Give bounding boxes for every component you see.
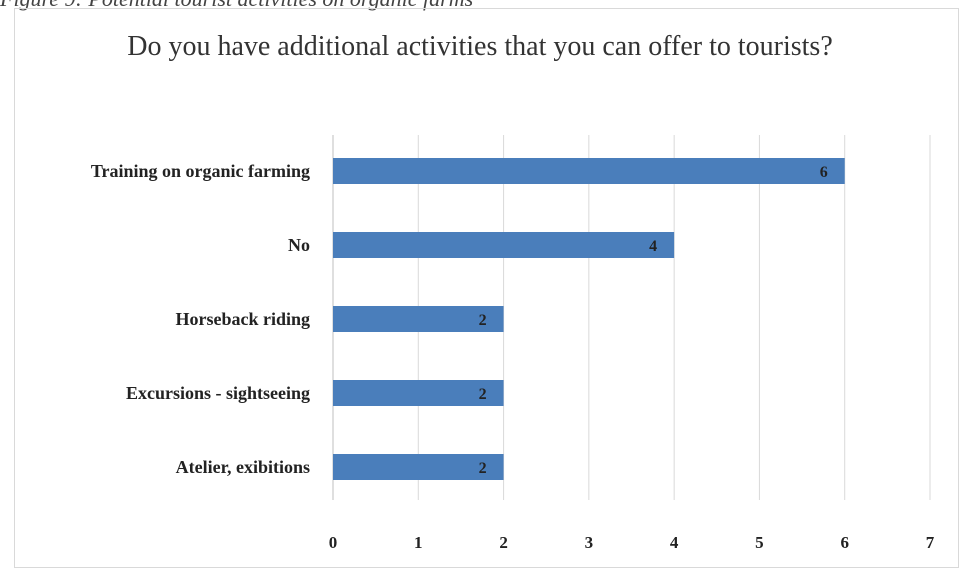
data-label-2: 2 — [479, 312, 487, 329]
bar-4 — [333, 454, 504, 480]
chart-title: Do you have additional activities that y… — [127, 31, 833, 62]
x-tick-label-2: 2 — [499, 533, 508, 552]
data-label-0: 6 — [820, 164, 828, 181]
category-label-0: Training on organic farming — [91, 161, 310, 181]
category-label-1: No — [288, 235, 310, 255]
x-tick-label-7: 7 — [926, 533, 935, 552]
bar-2 — [333, 306, 504, 332]
data-label-4: 2 — [479, 460, 487, 477]
chart-frame — [14, 8, 959, 568]
bar-3 — [333, 380, 504, 406]
x-tick-label-0: 0 — [329, 533, 338, 552]
data-label-3: 2 — [479, 386, 487, 403]
x-tick-label-3: 3 — [585, 533, 594, 552]
x-tick-label-5: 5 — [755, 533, 764, 552]
x-tick-label-4: 4 — [670, 533, 679, 552]
category-label-3: Excursions - sightseeing — [126, 383, 310, 403]
bar-0 — [333, 158, 845, 184]
category-label-4: Atelier, exibitions — [176, 457, 310, 477]
x-tick-label-1: 1 — [414, 533, 423, 552]
data-label-1: 4 — [649, 238, 657, 255]
x-tick-label-6: 6 — [840, 533, 849, 552]
figure-caption: Figure 9: Potential tourist activities o… — [0, 0, 473, 12]
bar-1 — [333, 232, 675, 258]
category-label-2: Horseback riding — [175, 309, 310, 329]
